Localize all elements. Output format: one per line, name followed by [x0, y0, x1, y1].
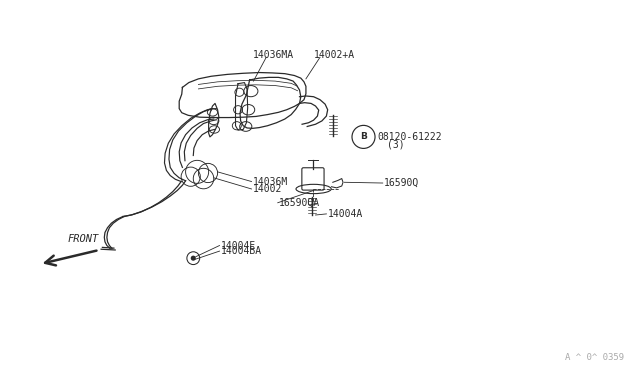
Text: FRONT: FRONT	[68, 234, 99, 244]
Text: 14002+A: 14002+A	[314, 50, 355, 60]
Text: 14036MA: 14036MA	[253, 50, 294, 60]
Text: 14036M: 14036M	[253, 177, 288, 186]
Text: 14002: 14002	[253, 184, 282, 194]
Text: (3): (3)	[387, 140, 405, 149]
Text: 16590Q: 16590Q	[384, 178, 419, 188]
Text: B: B	[360, 132, 367, 141]
Text: 14004E: 14004E	[221, 241, 256, 250]
Circle shape	[191, 256, 196, 261]
Text: 16590QA: 16590QA	[279, 198, 320, 208]
Text: 08120-61222: 08120-61222	[378, 132, 442, 142]
Text: A ^ 0^ 0359: A ^ 0^ 0359	[565, 353, 624, 362]
Text: 14004BA: 14004BA	[221, 247, 262, 256]
Text: 14004A: 14004A	[328, 209, 363, 219]
